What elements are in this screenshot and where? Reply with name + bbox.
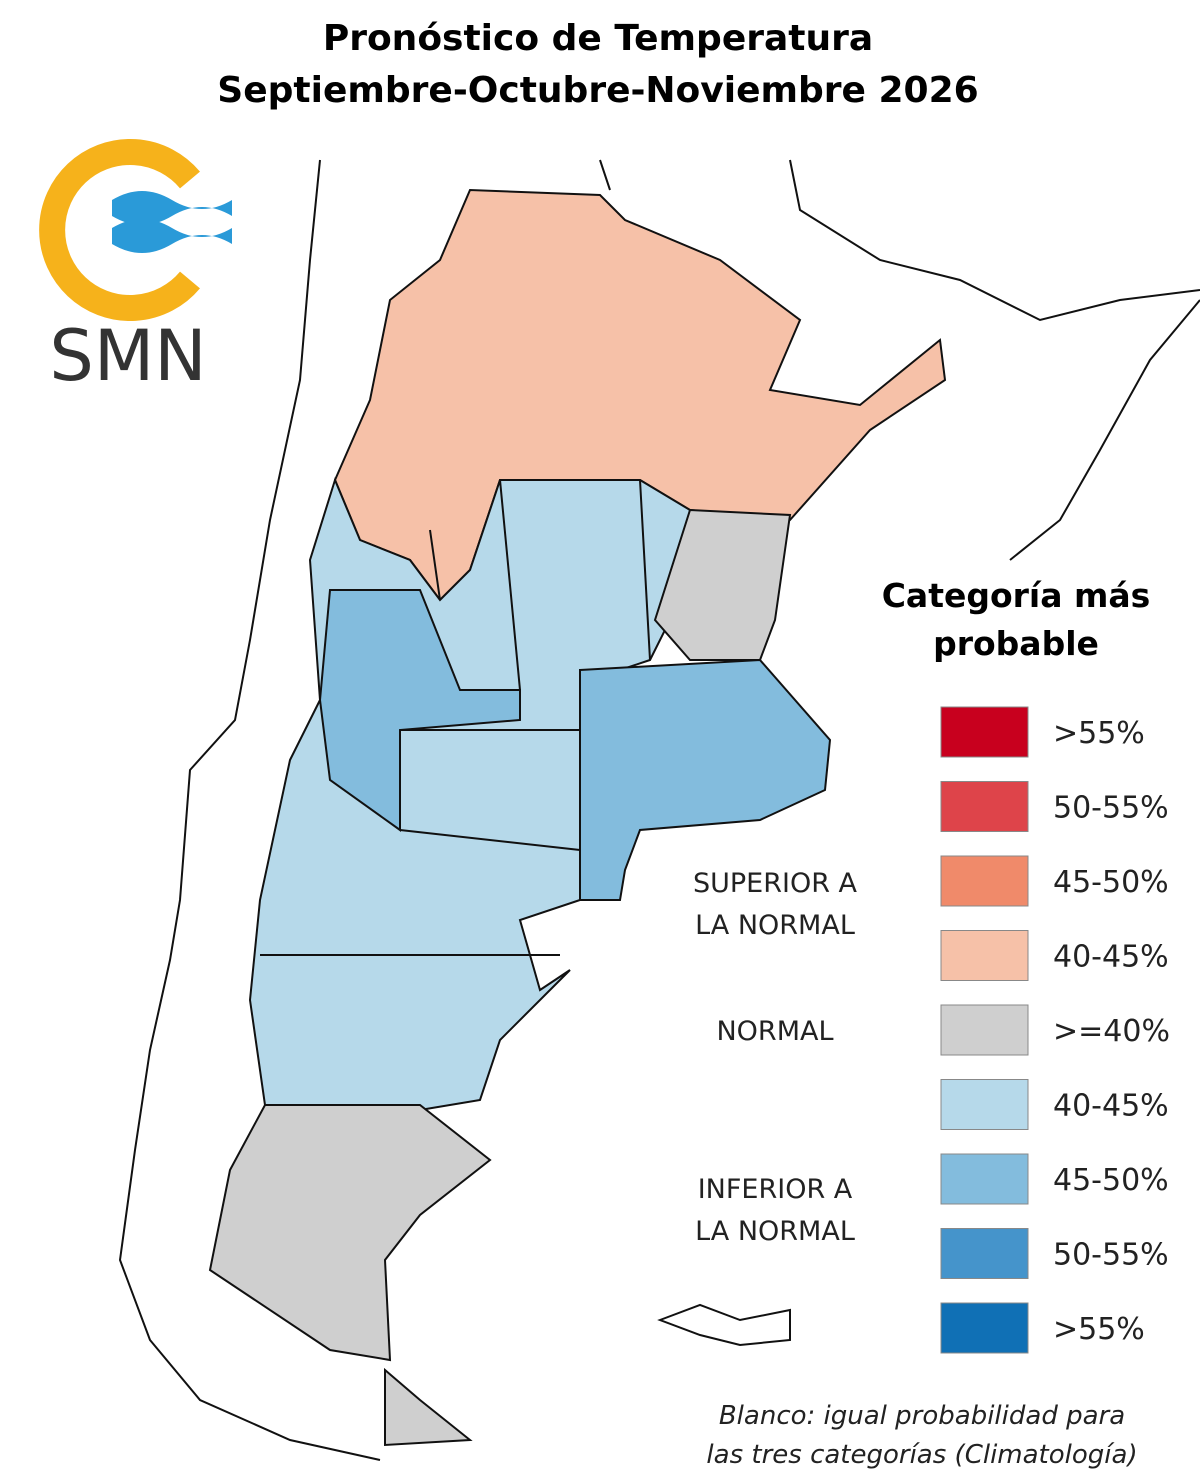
legend-swatch xyxy=(940,1153,1029,1205)
category-label: INFERIOR A xyxy=(698,1174,853,1205)
legend-label: >55% xyxy=(1053,716,1145,751)
region-normal xyxy=(208,1104,492,1362)
legend-title: Categoría más xyxy=(882,576,1151,615)
legend-swatch xyxy=(940,1302,1029,1354)
note: las tres categorías (Climatología) xyxy=(706,1440,1137,1470)
legend-swatch xyxy=(940,706,1029,758)
category-label: LA NORMAL xyxy=(695,910,855,941)
title-line: Septiembre-Octubre-Noviembre 2026 xyxy=(217,70,978,111)
legend-swatch xyxy=(940,930,1029,981)
title-line: Pronóstico de Temperatura xyxy=(323,18,873,59)
logo-wave xyxy=(112,219,232,253)
region-below-normal xyxy=(318,589,521,832)
legend-label: 45-50% xyxy=(1053,865,1169,900)
category-label: LA NORMAL xyxy=(695,1216,855,1247)
legend-label: >55% xyxy=(1053,1312,1145,1347)
region-below-normal xyxy=(579,658,832,901)
note: Blanco: igual probabilidad para xyxy=(719,1401,1125,1431)
legend-title: probable xyxy=(933,624,1099,663)
logo: SMN xyxy=(39,139,232,397)
logo-ring xyxy=(39,139,200,321)
logo-text: SMN xyxy=(49,315,206,397)
legend-label: 45-50% xyxy=(1053,1163,1169,1198)
neighbor-border xyxy=(599,159,1200,561)
islands xyxy=(657,1303,791,1347)
category-label: NORMAL xyxy=(716,1016,833,1047)
legend-label: 40-45% xyxy=(1053,1089,1169,1124)
category-label: SUPERIOR A xyxy=(693,868,858,899)
legend-label: >=40% xyxy=(1053,1014,1170,1049)
legend-label: 50-55% xyxy=(1053,791,1169,826)
province-border xyxy=(260,479,651,1106)
legend-label: 50-55% xyxy=(1053,1238,1169,1273)
chile-coast xyxy=(118,159,381,1461)
legend-swatch xyxy=(940,781,1029,832)
legend-swatch xyxy=(940,1228,1029,1279)
legend-swatch xyxy=(940,855,1029,907)
map xyxy=(118,159,1200,1461)
region-normal xyxy=(384,1367,473,1447)
legend-swatch xyxy=(940,1004,1029,1056)
logo-wave xyxy=(112,191,232,225)
legend-swatch xyxy=(940,1079,1029,1130)
legend-label: 40-45% xyxy=(1053,940,1169,975)
legend: >55% 50-55% 45-50% 40-45% >=40% 40-45% 45-50% 5… xyxy=(693,706,1170,1354)
